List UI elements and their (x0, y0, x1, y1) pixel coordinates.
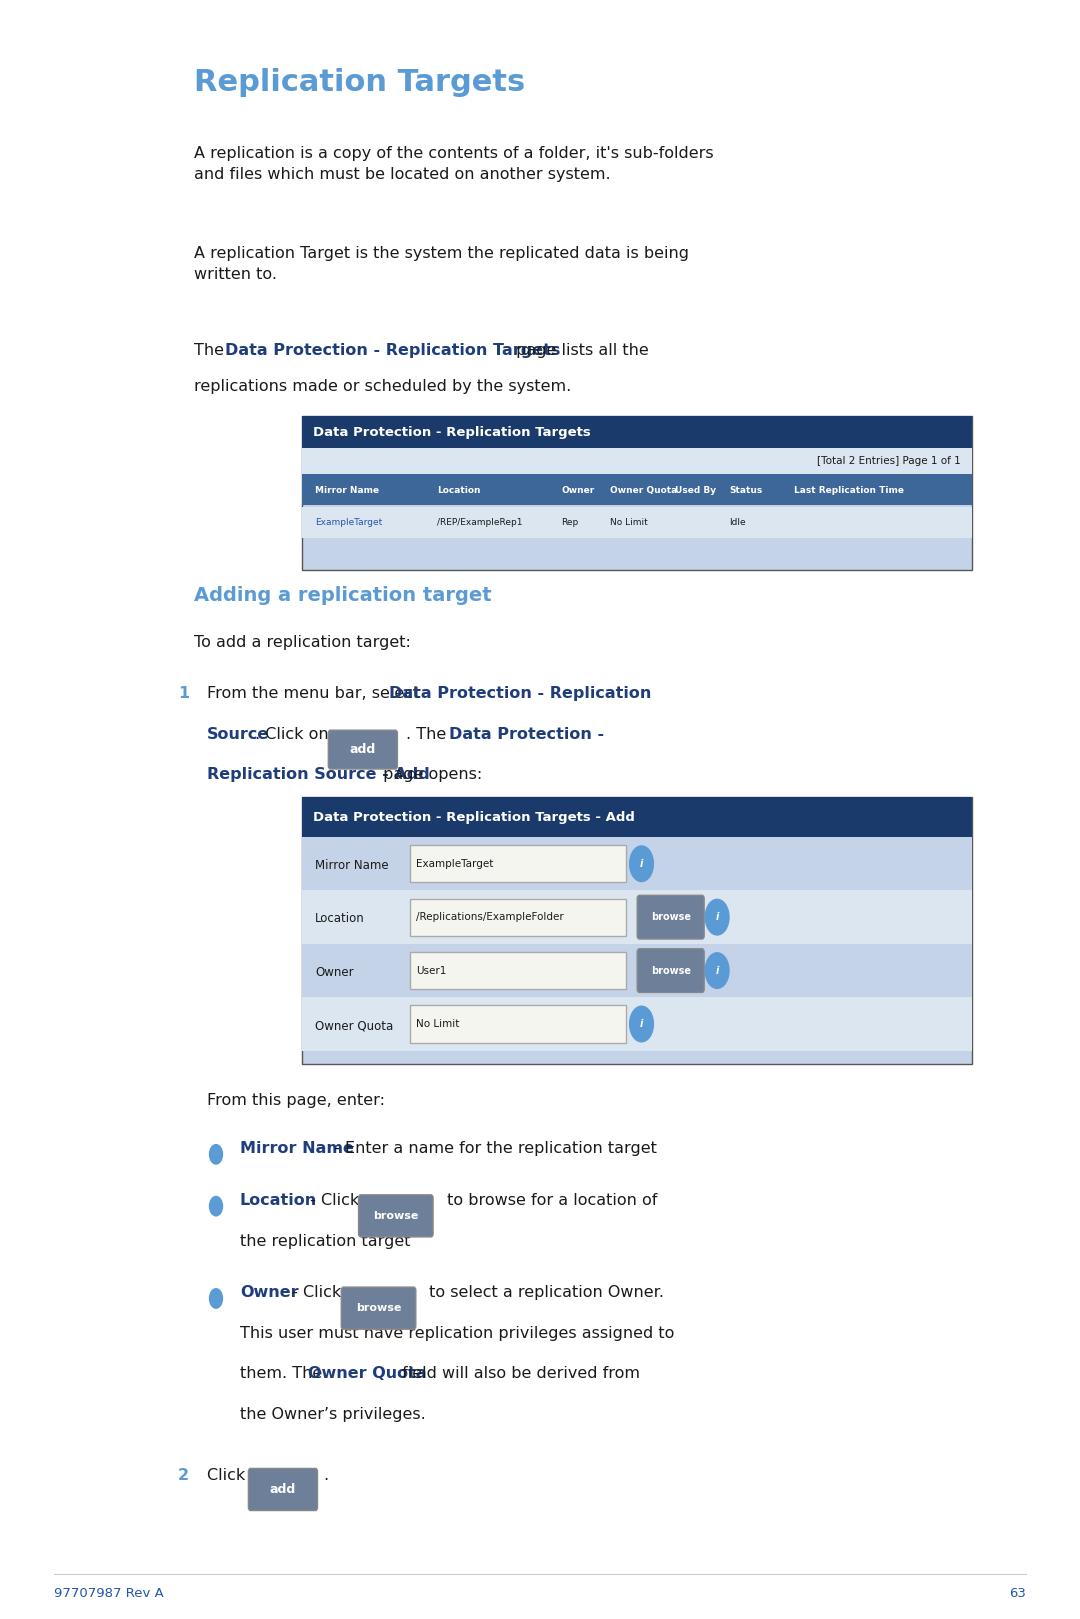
FancyBboxPatch shape (341, 1287, 416, 1329)
Text: Owner: Owner (315, 965, 354, 979)
FancyBboxPatch shape (302, 797, 972, 1064)
Text: Owner: Owner (240, 1285, 298, 1300)
Text: /Replications/ExampleFolder: /Replications/ExampleFolder (416, 911, 564, 923)
Text: Replication Source - Add: Replication Source - Add (207, 767, 430, 782)
FancyBboxPatch shape (302, 416, 972, 448)
Text: page lists all the: page lists all the (511, 343, 649, 358)
Text: browse: browse (650, 911, 691, 923)
Text: Data Protection - Replication Targets: Data Protection - Replication Targets (313, 426, 591, 439)
Text: field will also be derived from: field will also be derived from (397, 1366, 640, 1381)
Text: . Click on: . Click on (255, 727, 334, 742)
Text: the Owner’s privileges.: the Owner’s privileges. (240, 1407, 426, 1421)
FancyBboxPatch shape (302, 797, 972, 837)
Text: Data Protection - Replication: Data Protection - Replication (389, 686, 651, 701)
FancyBboxPatch shape (637, 949, 704, 992)
Text: Adding a replication target: Adding a replication target (194, 586, 492, 606)
FancyBboxPatch shape (248, 1468, 318, 1511)
Text: Data Protection -: Data Protection - (449, 727, 605, 742)
Text: - Click: - Click (287, 1285, 347, 1300)
Text: page opens:: page opens: (378, 767, 483, 782)
FancyBboxPatch shape (302, 448, 972, 474)
Text: browse: browse (355, 1303, 402, 1313)
Text: /REP/ExampleRep1: /REP/ExampleRep1 (437, 518, 523, 528)
Text: Idle: Idle (729, 518, 745, 528)
Text: add: add (270, 1483, 296, 1496)
Text: Last Replication Time: Last Replication Time (794, 486, 904, 495)
Circle shape (210, 1289, 222, 1308)
FancyBboxPatch shape (302, 416, 972, 570)
Circle shape (705, 954, 729, 989)
Text: Mirror Name: Mirror Name (240, 1141, 353, 1156)
Text: 97707987 Rev A: 97707987 Rev A (54, 1587, 164, 1600)
FancyBboxPatch shape (410, 899, 626, 936)
Text: Used By: Used By (675, 486, 716, 495)
Text: i: i (639, 858, 644, 869)
Text: To add a replication target:: To add a replication target: (194, 635, 411, 649)
FancyBboxPatch shape (302, 997, 972, 1051)
Text: From the menu bar, select: From the menu bar, select (207, 686, 424, 701)
Text: 2: 2 (178, 1468, 189, 1483)
Text: them. The: them. The (240, 1366, 327, 1381)
FancyBboxPatch shape (410, 845, 626, 882)
Text: to browse for a location of: to browse for a location of (442, 1193, 657, 1208)
Circle shape (210, 1145, 222, 1164)
FancyBboxPatch shape (410, 952, 626, 989)
Circle shape (630, 1007, 653, 1043)
Circle shape (630, 847, 653, 882)
Text: add: add (350, 743, 376, 756)
Text: Owner Quota: Owner Quota (308, 1366, 427, 1381)
Text: Click: Click (207, 1468, 251, 1483)
Text: Owner Quota: Owner Quota (315, 1018, 393, 1033)
Text: A replication is a copy of the contents of a folder, it's sub-folders
and files : A replication is a copy of the contents … (194, 146, 714, 181)
Text: . The: . The (406, 727, 451, 742)
Text: Location: Location (240, 1193, 318, 1208)
Text: the replication target: the replication target (240, 1234, 410, 1248)
Text: browse: browse (373, 1211, 419, 1221)
FancyBboxPatch shape (302, 944, 972, 997)
Text: Status: Status (729, 486, 762, 495)
Text: Location: Location (437, 486, 481, 495)
Text: i: i (715, 911, 719, 923)
Text: Rep: Rep (562, 518, 579, 528)
Text: Data Protection - Replication Targets - Add: Data Protection - Replication Targets - … (313, 811, 635, 824)
Text: to select a replication Owner.: to select a replication Owner. (424, 1285, 664, 1300)
Text: 63: 63 (1009, 1587, 1026, 1600)
FancyBboxPatch shape (302, 837, 972, 890)
Circle shape (705, 900, 729, 936)
Text: Mirror Name: Mirror Name (315, 858, 389, 873)
Circle shape (210, 1196, 222, 1216)
Text: Data Protection - Replication Targets: Data Protection - Replication Targets (225, 343, 561, 358)
Text: - Click: - Click (305, 1193, 364, 1208)
Text: ExampleTarget: ExampleTarget (315, 518, 382, 528)
Text: ExampleTarget: ExampleTarget (416, 858, 494, 869)
Text: A replication Target is the system the replicated data is being
written to.: A replication Target is the system the r… (194, 246, 689, 282)
Text: Location: Location (315, 911, 365, 926)
Text: Replication Targets: Replication Targets (194, 68, 526, 97)
Text: - Enter a name for the replication target: - Enter a name for the replication targe… (329, 1141, 658, 1156)
FancyBboxPatch shape (359, 1195, 433, 1237)
Text: The: The (194, 343, 230, 358)
Text: No Limit: No Limit (416, 1018, 459, 1030)
Text: 1: 1 (178, 686, 189, 701)
Text: Source: Source (207, 727, 270, 742)
FancyBboxPatch shape (328, 730, 397, 769)
Text: Owner: Owner (562, 486, 595, 495)
FancyBboxPatch shape (410, 1005, 626, 1043)
Text: From this page, enter:: From this page, enter: (207, 1093, 386, 1107)
FancyBboxPatch shape (302, 507, 972, 538)
Text: No Limit: No Limit (610, 518, 648, 528)
Text: [Total 2 Entries] Page 1 of 1: [Total 2 Entries] Page 1 of 1 (818, 457, 961, 466)
Text: User1: User1 (416, 965, 446, 976)
Text: i: i (715, 965, 719, 976)
Text: replications made or scheduled by the system.: replications made or scheduled by the sy… (194, 379, 571, 393)
FancyBboxPatch shape (302, 474, 972, 505)
FancyBboxPatch shape (302, 890, 972, 944)
FancyBboxPatch shape (637, 895, 704, 939)
Text: Owner Quota: Owner Quota (610, 486, 677, 495)
Text: Mirror Name: Mirror Name (315, 486, 379, 495)
Text: browse: browse (650, 965, 691, 976)
Text: This user must have replication privileges assigned to: This user must have replication privileg… (240, 1326, 674, 1341)
Text: i: i (639, 1018, 644, 1030)
Text: .: . (323, 1468, 328, 1483)
